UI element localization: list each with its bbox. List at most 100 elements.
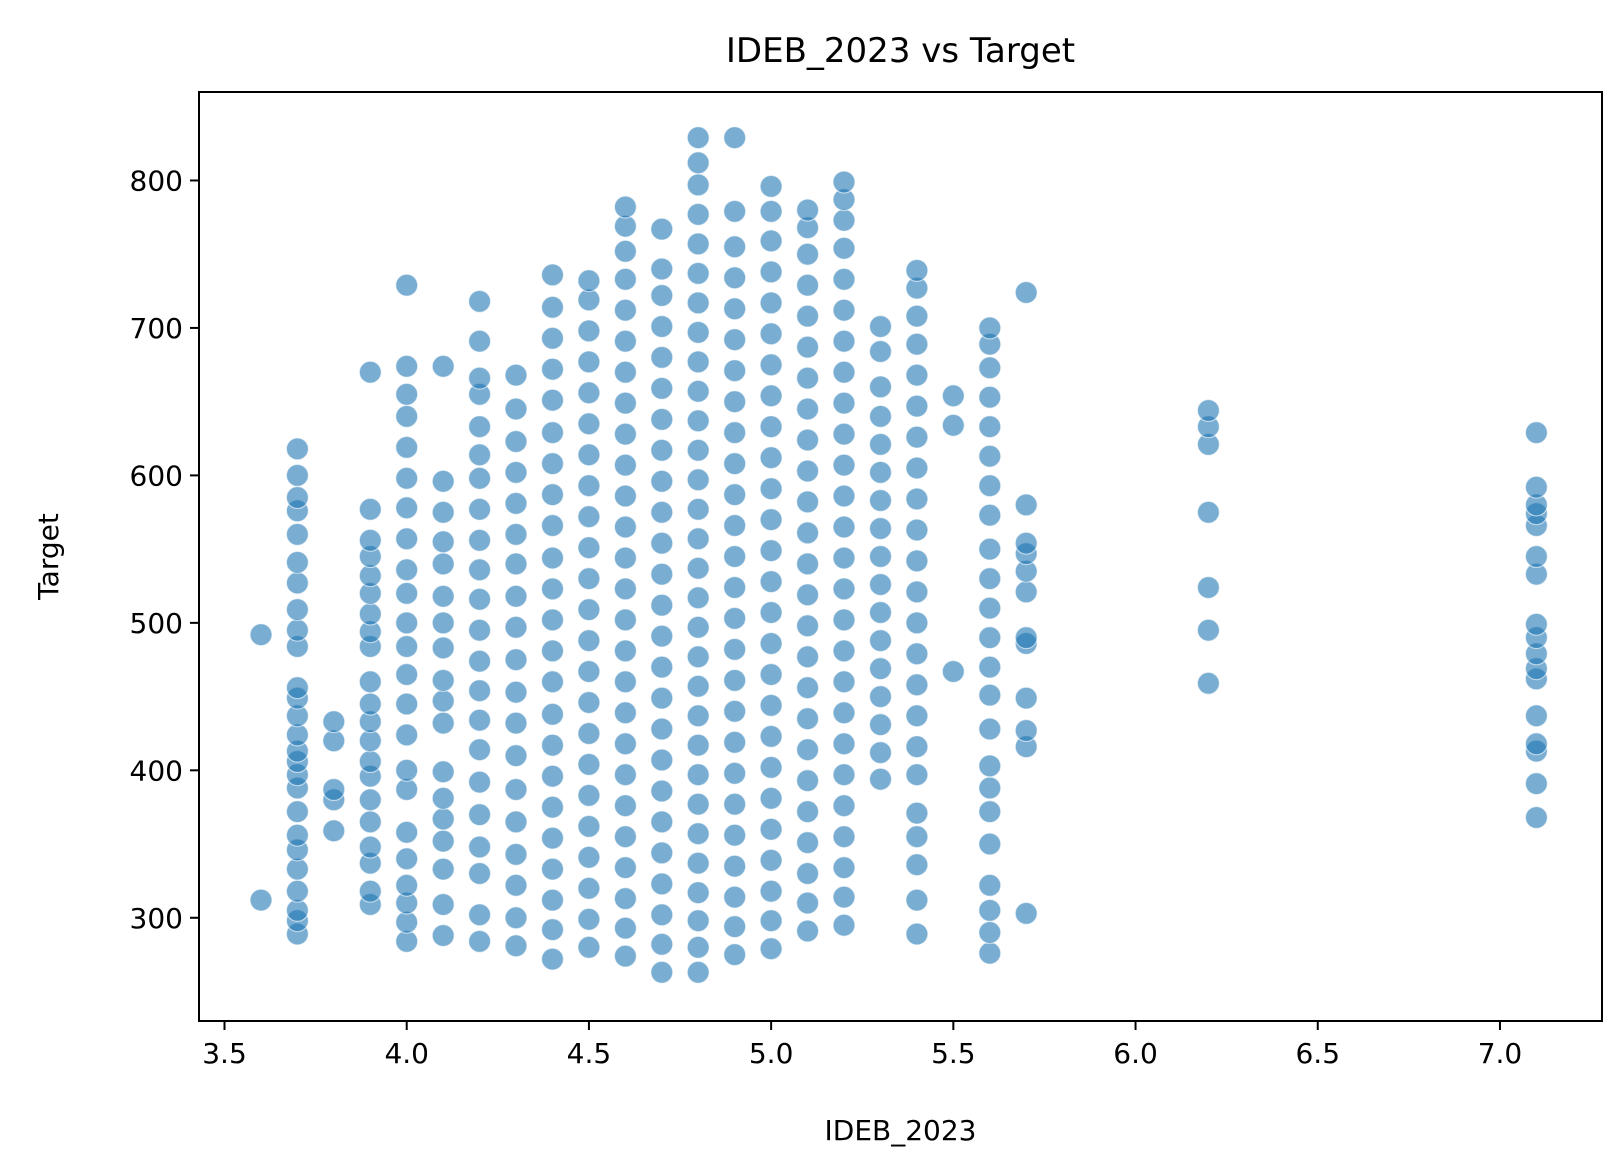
scatter-point [905, 801, 929, 825]
scatter-point [431, 711, 455, 735]
scatter-point [613, 608, 638, 632]
scatter-point [504, 363, 528, 387]
scatter-point [650, 624, 674, 648]
scatter-point [795, 768, 820, 793]
scatter-point [832, 329, 856, 353]
scatter-point [540, 857, 565, 881]
scatter-point [395, 723, 419, 747]
scatter-point [978, 717, 1002, 741]
scatter-point [431, 552, 455, 576]
scatter-point [868, 404, 893, 428]
scatter-point [978, 832, 1002, 856]
x-tick-label: 5.5 [931, 1037, 976, 1070]
scatter-point [978, 754, 1002, 778]
scatter-point [686, 173, 710, 197]
scatter-point [905, 922, 929, 946]
scatter-point [650, 810, 674, 834]
scatter-point [650, 531, 674, 555]
scatter-point [686, 851, 710, 875]
scatter-point [1524, 612, 1549, 636]
scatter-point [431, 829, 455, 853]
scatter-point [686, 320, 710, 344]
scatter-point [795, 738, 820, 762]
scatter-point [723, 483, 747, 507]
x-tick-label: 4.5 [567, 1037, 612, 1070]
scatter-point [723, 606, 747, 631]
scatter-point [358, 602, 382, 626]
scatter-point [540, 326, 565, 350]
scatter-point [868, 516, 893, 541]
scatter-point [905, 363, 929, 387]
scatter-point [577, 721, 601, 746]
scatter-point [650, 500, 674, 524]
scatter-point [650, 217, 674, 241]
scatter-point [650, 314, 674, 339]
scatter-point [759, 724, 783, 749]
scatter-point [540, 546, 565, 570]
scatter-point [795, 521, 820, 545]
scatter-point [832, 515, 856, 539]
scatter-point [613, 794, 638, 818]
scatter-point [941, 384, 965, 408]
x-tick-label: 7.0 [1478, 1037, 1523, 1070]
scatter-point [468, 861, 492, 886]
scatter-point [613, 422, 638, 446]
scatter-point [577, 319, 601, 343]
scatter-point [759, 477, 783, 501]
scatter-point [1524, 475, 1549, 499]
scatter-point [1014, 493, 1038, 517]
scatter-point [686, 527, 710, 551]
scatter-point [613, 453, 638, 477]
scatter-point [285, 437, 309, 461]
scatter-point [978, 474, 1002, 498]
scatter-point [431, 584, 455, 608]
scatter-point [1524, 704, 1549, 728]
scatter-point [723, 126, 747, 150]
scatter-point [759, 937, 783, 961]
scatter-point [468, 497, 492, 521]
y-tick-label: 700 [130, 312, 183, 345]
scatter-point [905, 642, 929, 666]
scatter-point [759, 569, 783, 594]
scatter-point [613, 577, 638, 601]
scatter-point [577, 566, 601, 591]
scatter-point [650, 376, 674, 400]
scatter-point [723, 942, 747, 967]
x-axis-title: IDEB_2023 [825, 1114, 977, 1147]
scatter-point [723, 421, 747, 445]
scatter-point [395, 611, 419, 635]
scatter-point [1014, 531, 1038, 555]
scatter-point [577, 783, 601, 808]
scatter-point [723, 328, 747, 352]
scatter-point [613, 195, 638, 219]
scatter-point [431, 500, 455, 524]
scatter-point [832, 885, 856, 909]
scatter-point [613, 944, 638, 968]
scatter-point [832, 763, 856, 787]
scatter-point [759, 260, 783, 284]
scatter-point [504, 743, 528, 768]
scatter-point [759, 353, 783, 377]
scatter-point [431, 469, 455, 493]
scatter-point [978, 316, 1002, 340]
scatter-point [577, 381, 601, 405]
scatter-point [285, 597, 309, 622]
scatter-point [650, 960, 674, 984]
scatter-point [759, 848, 783, 872]
scatter-point [468, 679, 492, 703]
scatter-point [905, 394, 929, 418]
scatter-point [832, 855, 856, 880]
scatter-point [1196, 671, 1221, 695]
scatter-point [650, 932, 674, 956]
scatter-point [905, 549, 929, 573]
scatter-point [395, 527, 419, 551]
scatter-point [613, 329, 638, 353]
scatter-point [431, 760, 455, 784]
scatter-point [795, 428, 820, 452]
scatter-point [577, 845, 601, 869]
scatter-point [868, 628, 893, 653]
points-layer [249, 126, 1549, 984]
scatter-point [431, 530, 455, 554]
scatter-point [285, 618, 309, 642]
